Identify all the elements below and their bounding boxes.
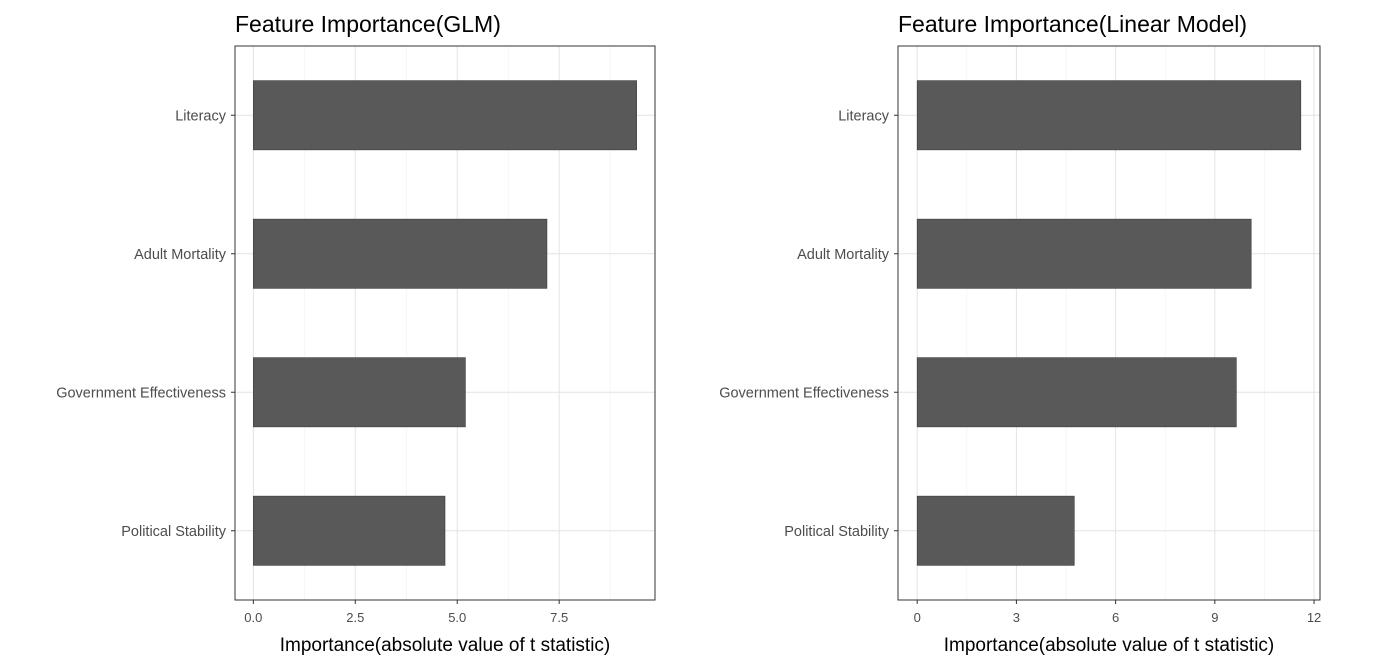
linear-model-bar-literacy: [916, 80, 1302, 151]
chart-panel-linear-model: Feature Importance(Linear Model) Literac…: [662, 0, 1362, 671]
linear-model-plot-border: [897, 45, 1321, 601]
glm-x-axis-label: Importance(absolute value of t statistic…: [280, 635, 611, 656]
linear-model-x-axis: 0 3 6 9 12: [914, 600, 1321, 625]
glm-x-axis: 0.0 2.5 5.0 7.5: [244, 600, 568, 625]
glm-chart-title: Feature Importance(GLM): [235, 11, 501, 37]
glm-x-tick-label: 0.0: [244, 610, 262, 625]
chart-panel-glm: Feature Importance(GLM) Literacy Adult Mo…: [56, 11, 656, 656]
glm-bar-government-effectiveness: [253, 357, 466, 428]
linear-model-x-tick-label: 12: [1307, 610, 1321, 625]
linear-model-bar-adult-mortality: [916, 218, 1252, 289]
glm-x-tick-label: 2.5: [346, 610, 364, 625]
linear-model-bar-political-stability: [916, 495, 1075, 566]
linear-model-chart-svg: Feature Importance(Linear Model) Literac…: [719, 11, 1321, 656]
glm-category-label-political-stability: Political Stability: [121, 524, 227, 540]
linear-model-x-tick-label: 6: [1112, 610, 1119, 625]
glm-category-label-government-effectiveness: Government Effectiveness: [56, 385, 226, 401]
linear-model-category-label-literacy: Literacy: [838, 108, 890, 124]
linear-model-chart-title: Feature Importance(Linear Model): [898, 11, 1247, 37]
glm-chart-svg: Feature Importance(GLM) Literacy Adult Mo…: [56, 11, 656, 656]
glm-category-label-literacy: Literacy: [175, 108, 227, 124]
linear-model-x-tick-label: 9: [1211, 610, 1218, 625]
glm-plot-border: [234, 45, 656, 601]
glm-bars: [253, 80, 637, 566]
linear-model-category-label-adult-mortality: Adult Mortality: [797, 247, 890, 263]
glm-y-axis: Literacy Adult Mortality Government Effect…: [56, 108, 235, 540]
linear-model-category-label-government-effectiveness: Government Effectiveness: [719, 385, 889, 401]
linear-model-y-axis: Literacy Adult Mortality Government Effect…: [719, 108, 898, 540]
glm-bar-adult-mortality: [253, 218, 548, 289]
glm-x-tick-label: 7.5: [550, 610, 568, 625]
glm-bar-political-stability: [253, 495, 446, 566]
linear-model-category-label-political-stability: Political Stability: [784, 524, 890, 540]
glm-x-tick-label: 5.0: [448, 610, 466, 625]
linear-model-bar-government-effectiveness: [916, 357, 1237, 428]
linear-model-x-tick-label: 0: [914, 610, 921, 625]
linear-model-x-axis-label: Importance(absolute value of t statistic…: [944, 635, 1275, 656]
glm-category-label-adult-mortality: Adult Mortality: [134, 247, 227, 263]
linear-model-x-tick-label: 3: [1013, 610, 1020, 625]
linear-model-bars: [916, 80, 1302, 566]
glm-bar-literacy: [253, 80, 637, 151]
